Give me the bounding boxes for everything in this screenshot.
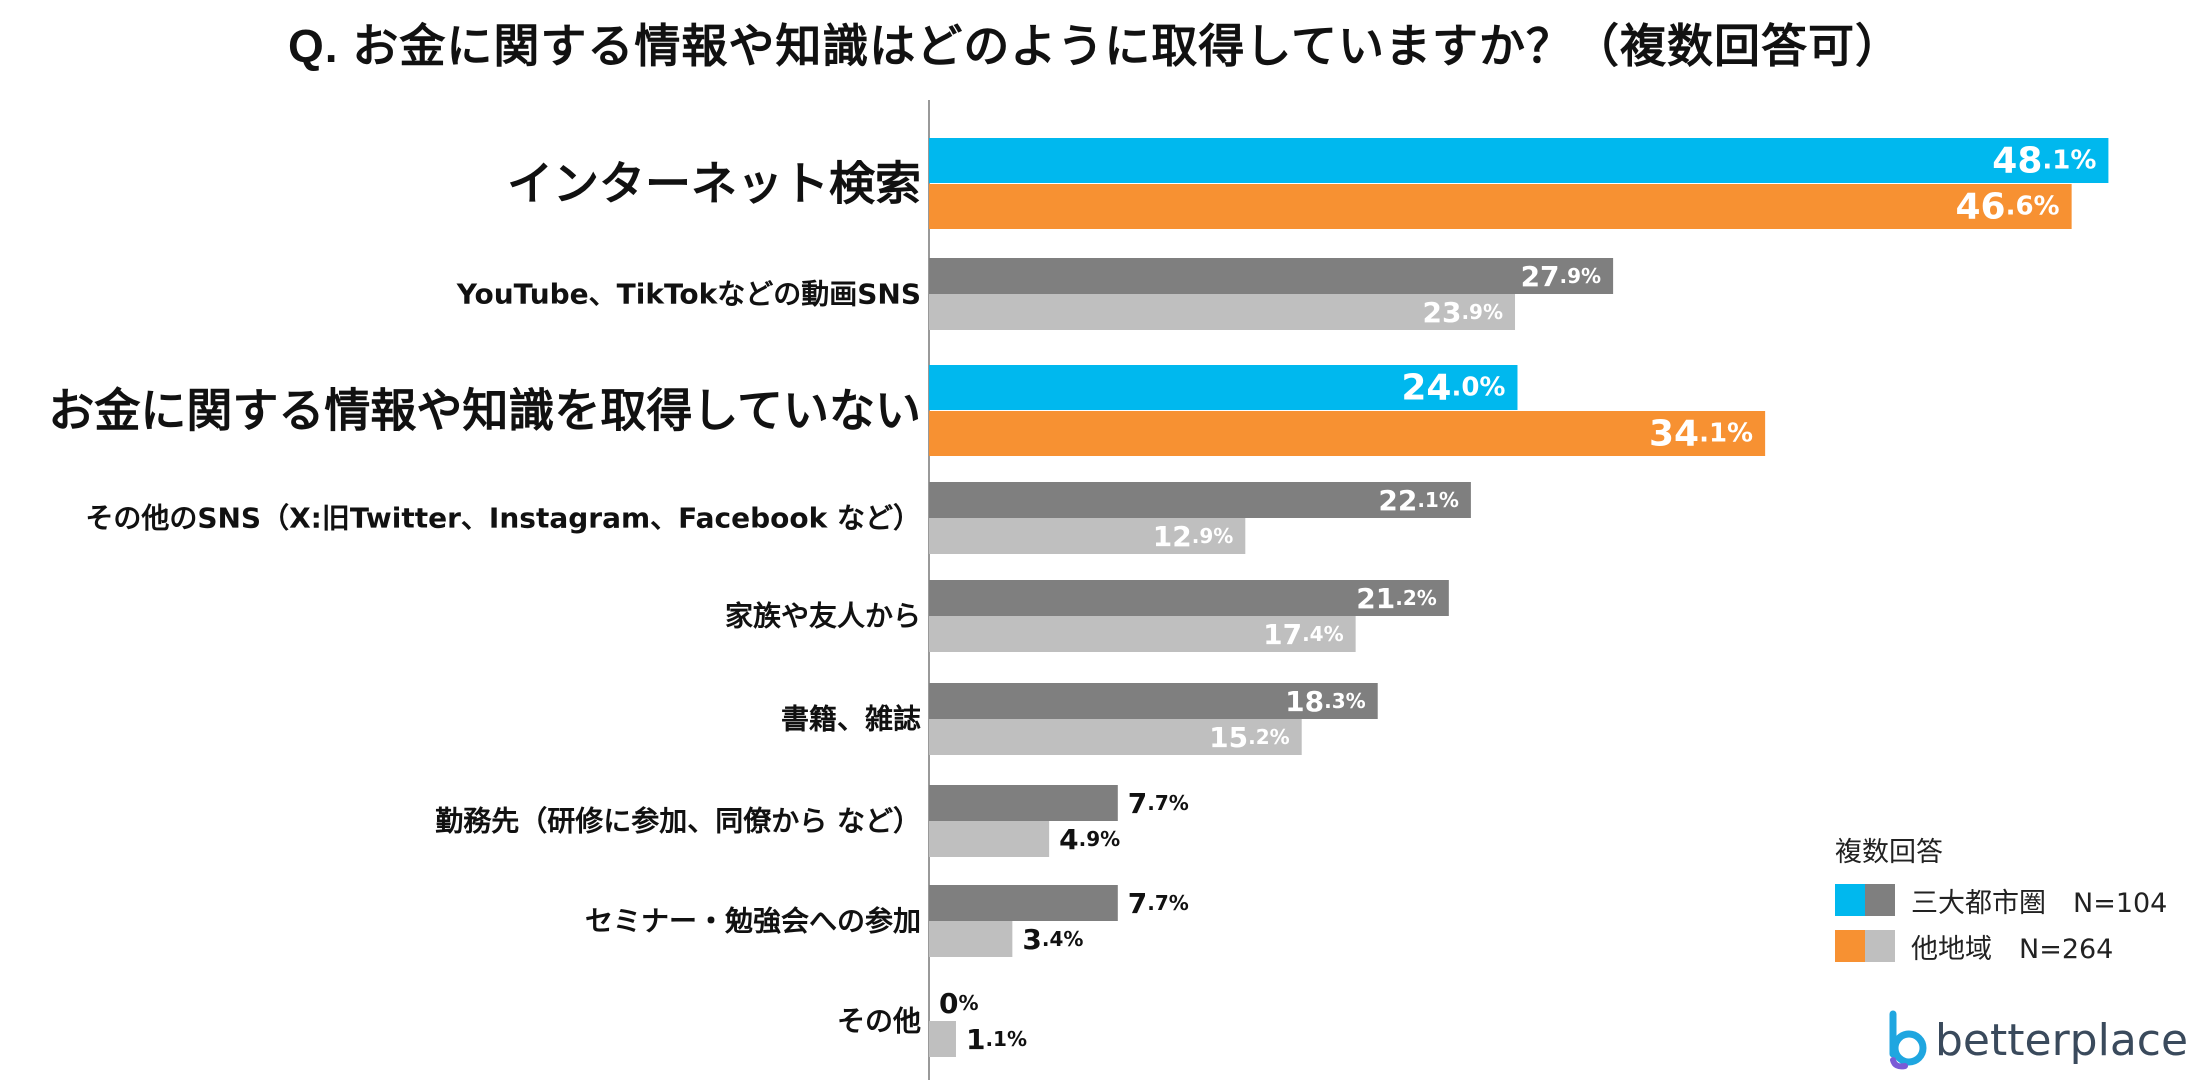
- bar-other: [929, 411, 1766, 456]
- value-label: 1.1%: [966, 1023, 1027, 1056]
- legend: 複数回答 三大都市圏 N=104 他地域 N=264: [1835, 830, 2185, 975]
- legend-label-other: 他地域 N=264: [1911, 933, 2114, 965]
- value-label: 15.2%: [1209, 721, 1290, 754]
- betterplace-logo-text: betterplace: [1935, 1014, 2189, 1066]
- bar-other: [929, 719, 1302, 755]
- value-label: 46.6%: [1955, 186, 2059, 227]
- legend-label-metro: 三大都市圏 N=104: [1911, 887, 2168, 919]
- bar-metro: [929, 580, 1449, 616]
- bar-other: [929, 1021, 956, 1057]
- bar-metro: [929, 258, 1614, 294]
- bar-other: [929, 294, 1516, 330]
- value-label: 22.1%: [1378, 484, 1459, 517]
- category-label: その他: [837, 1005, 921, 1038]
- bar-other: [929, 616, 1356, 652]
- value-label: 7.7%: [1128, 787, 1189, 820]
- value-label: 23.9%: [1422, 296, 1503, 329]
- legend-item-metro: 三大都市圏 N=104: [1835, 883, 2185, 919]
- category-label: その他のSNS（X:旧Twitter、Instagram、Facebook など…: [85, 502, 921, 535]
- bar-other: [929, 821, 1050, 857]
- bar-metro: [929, 683, 1378, 719]
- value-label: 34.1%: [1649, 413, 1753, 454]
- category-label: 書籍、雑誌: [781, 703, 921, 736]
- value-label: 24.0%: [1401, 367, 1505, 408]
- value-label: 21.2%: [1356, 582, 1437, 615]
- value-label: 27.9%: [1521, 260, 1602, 293]
- value-label: 18.3%: [1285, 685, 1366, 718]
- value-label: 4.9%: [1059, 823, 1120, 856]
- legend-swatch-other-normal: [1865, 930, 1895, 962]
- value-label: 12.9%: [1153, 520, 1234, 553]
- value-label: 3.4%: [1022, 923, 1083, 956]
- bar-metro: [929, 138, 2109, 183]
- value-label: 7.7%: [1128, 887, 1189, 920]
- bar-metro: [929, 885, 1118, 921]
- betterplace-logo-icon: [1889, 1010, 1927, 1070]
- value-label: 0%: [939, 987, 979, 1020]
- betterplace-logo: betterplace: [1885, 1010, 2188, 1070]
- category-label: 勤務先（研修に参加、同僚から など）: [435, 805, 921, 838]
- legend-item-other: 他地域 N=264: [1835, 929, 2185, 965]
- legend-swatch-metro-highlight: [1835, 884, 1865, 916]
- category-label: お金に関する情報や知識を取得していない: [48, 384, 921, 438]
- chart-title: Q. お金に関する情報や知識はどのように取得していますか？（複数回答可）: [288, 20, 1902, 72]
- category-label: インターネット検索: [507, 157, 921, 211]
- value-label: 17.4%: [1263, 618, 1344, 651]
- category-label: 家族や友人から: [725, 600, 921, 633]
- legend-swatch-other-highlight: [1835, 930, 1865, 962]
- bar-metro: [929, 785, 1118, 821]
- category-label: YouTube、TikTokなどの動画SNS: [456, 278, 921, 311]
- legend-swatch-metro-normal: [1865, 884, 1895, 916]
- value-label: 48.1%: [1992, 140, 2096, 181]
- category-label: セミナー・勉強会への参加: [585, 905, 921, 938]
- bar-other: [929, 921, 1013, 957]
- legend-title: 複数回答: [1835, 837, 1943, 868]
- bar-metro: [929, 482, 1471, 518]
- bar-other: [929, 184, 2072, 229]
- bar-metro: [929, 365, 1518, 410]
- bar-other: [929, 518, 1246, 554]
